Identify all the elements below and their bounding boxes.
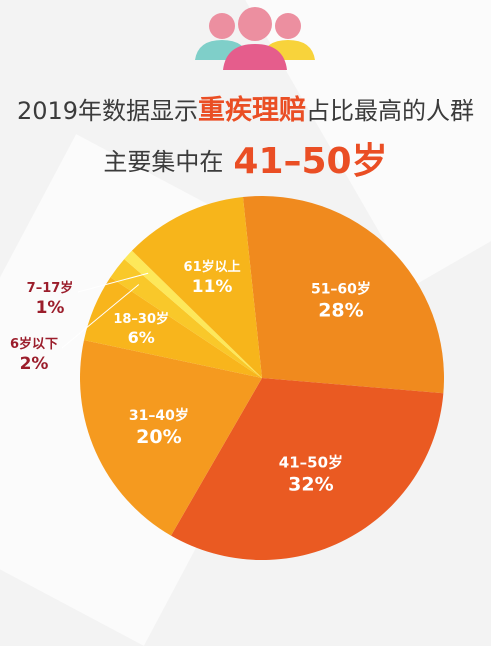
headline-line-1: 2019年数据显示重疾理赔占比最高的人群 xyxy=(0,88,491,127)
headline-2-highlight: 41–50岁 xyxy=(233,141,388,182)
slice-value-label: 2% xyxy=(20,354,49,374)
pie-slice xyxy=(110,259,263,378)
headline-line-2: 主要集中在 41–50岁 xyxy=(0,132,491,184)
pie-slice xyxy=(171,378,444,560)
slice-value-label: 1% xyxy=(36,298,65,318)
slice-value-label: 28% xyxy=(318,299,363,321)
slice-name-label: 31–40岁 xyxy=(129,407,189,424)
slice-name-label: 51–60岁 xyxy=(311,280,371,297)
slice-value-label: 20% xyxy=(136,426,181,448)
slice-name-label: 61岁以上 xyxy=(184,259,241,275)
pie-slice xyxy=(124,250,262,378)
headline-prefix: 2019年数据显示 xyxy=(16,97,199,125)
slice-name-label: 18–30岁 xyxy=(113,311,169,327)
leader-line xyxy=(77,272,149,293)
slice-value-label: 6% xyxy=(128,328,155,347)
pie-slice xyxy=(83,277,262,378)
slice-name-label: 6岁以下 xyxy=(10,336,58,352)
slice-name-label: 41–50岁 xyxy=(279,454,343,472)
pie-slice xyxy=(79,340,263,536)
pie-slice xyxy=(242,195,444,394)
slice-value-label: 32% xyxy=(288,474,333,496)
leader-line xyxy=(61,284,140,349)
headline-highlight: 重疾理赔 xyxy=(198,95,307,126)
person-center-icon xyxy=(223,7,287,70)
slice-name-label: 7–17岁 xyxy=(27,280,74,296)
headline-suffix: 占比最高的人群 xyxy=(306,97,475,125)
pie-slice xyxy=(131,196,262,378)
slice-value-label: 11% xyxy=(192,277,233,297)
people-group-icon xyxy=(195,7,315,70)
headline-2-prefix: 主要集中在 xyxy=(103,148,224,176)
